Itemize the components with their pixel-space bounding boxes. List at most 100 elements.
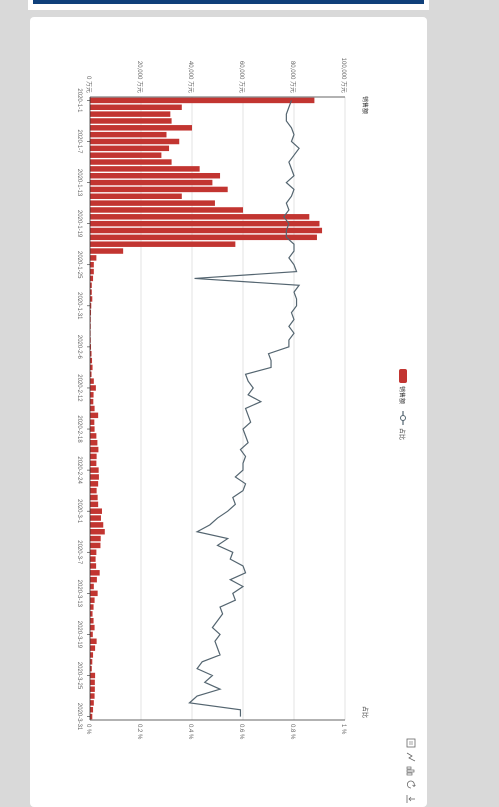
bar	[90, 700, 94, 706]
bar	[90, 412, 99, 419]
right-axis-tick-label: 0.2 %	[136, 724, 142, 740]
bar	[90, 200, 215, 206]
bar	[90, 570, 100, 576]
bar	[90, 214, 310, 220]
right-axis-tick-label: 0.4 %	[187, 724, 193, 740]
bar-chart-icon-shape	[406, 766, 412, 770]
bar	[89, 419, 95, 425]
bar	[90, 97, 315, 104]
save-image-icon[interactable]	[406, 795, 415, 803]
bar	[89, 515, 101, 521]
bar-chart-icon-shape	[406, 772, 413, 776]
bar	[89, 248, 124, 254]
bar	[89, 631, 93, 638]
category-tick-label: 2020-3-19	[76, 621, 82, 649]
bar	[89, 590, 98, 597]
bar	[90, 501, 99, 508]
category-tick-label: 2020-2-12	[76, 374, 82, 402]
bar-chart-icon-shape	[406, 769, 415, 773]
category-tick-label: 2020-1-31	[76, 292, 82, 320]
category-tick-label: 2020-3-13	[76, 580, 82, 608]
category-tick-label: 2020-1-1	[76, 88, 82, 113]
line-chart-icon[interactable]	[406, 752, 416, 762]
right-axis-tick-label: 0.8 %	[289, 724, 295, 740]
bar	[90, 125, 192, 131]
bar	[89, 494, 98, 501]
category-tick-label: 2020-1-7	[76, 129, 82, 154]
bar	[90, 282, 92, 289]
bar	[90, 617, 94, 624]
toolbox[interactable]	[406, 738, 416, 803]
bar	[90, 549, 97, 556]
bar	[90, 138, 180, 145]
bar	[90, 357, 93, 364]
right-axis-tick-label: 0 %	[85, 724, 91, 735]
category-tick-label: 2020-3-25	[76, 662, 82, 690]
bar	[90, 453, 97, 460]
bar	[90, 234, 317, 241]
left-axis-tick-label: 100,000 万元	[340, 58, 347, 93]
bar	[89, 364, 93, 371]
bar	[90, 481, 99, 487]
bar	[90, 268, 94, 275]
bar	[89, 166, 200, 172]
bar	[90, 398, 94, 405]
bar	[90, 159, 172, 165]
bar	[90, 207, 243, 213]
bar	[90, 433, 97, 439]
bar	[89, 385, 96, 391]
bar-chart-icon[interactable]	[406, 766, 415, 776]
bar	[89, 535, 101, 542]
bar	[90, 645, 96, 651]
bar	[90, 528, 105, 535]
bar	[90, 289, 92, 295]
save-image-icon-shape	[408, 796, 412, 802]
bar-series	[89, 97, 323, 720]
bar	[90, 659, 93, 665]
category-tick-label: 2020-1-19	[76, 210, 82, 238]
data-view-icon-shape	[406, 738, 416, 748]
bar	[90, 487, 97, 494]
top-banner	[28, 0, 429, 10]
legend-label-ratio: 占比	[398, 428, 406, 440]
bar	[89, 405, 95, 412]
bar	[90, 220, 320, 227]
bar	[90, 193, 182, 200]
category-tick-label: 2020-2-6	[76, 335, 82, 360]
bar	[90, 296, 93, 302]
right-axis-name: 占比	[361, 706, 369, 718]
right-axis-tick-label: 0.6 %	[238, 724, 244, 740]
left-axis-tick-label: 40,000 万元	[187, 61, 194, 93]
category-tick-label: 2020-3-7	[76, 540, 82, 565]
bar	[90, 241, 236, 247]
bar	[89, 652, 94, 658]
left-axis-name: 销售额	[361, 96, 369, 114]
bar	[89, 611, 93, 617]
bar	[89, 624, 95, 631]
bar	[90, 679, 95, 686]
bar	[90, 467, 99, 473]
category-tick-label: 2020-1-13	[76, 169, 82, 197]
bar	[90, 604, 94, 610]
bar	[90, 227, 323, 234]
chart: 0 万元 0 % 20,000 万元 0.2 % 40,000 万元 0.4 % 60,00…	[76, 58, 416, 803]
left-axis-tick-label: 80,000 万元	[289, 61, 296, 93]
bar	[90, 446, 99, 453]
restore-icon[interactable]	[406, 780, 416, 789]
bar	[89, 145, 170, 152]
bar	[90, 713, 93, 720]
data-view-icon[interactable]	[406, 738, 416, 748]
left-axis-tick-label: 0 万元	[85, 76, 92, 93]
bar	[89, 439, 98, 446]
bar	[90, 261, 94, 268]
legend-marker-ratio	[400, 415, 406, 421]
bar	[89, 693, 95, 699]
top-banner-strip	[33, 0, 424, 4]
bar	[89, 426, 95, 432]
bar	[89, 474, 99, 480]
line-chart-icon-shape	[406, 752, 416, 762]
line-series	[188, 100, 301, 717]
bar	[90, 131, 167, 138]
line-path	[188, 100, 301, 717]
